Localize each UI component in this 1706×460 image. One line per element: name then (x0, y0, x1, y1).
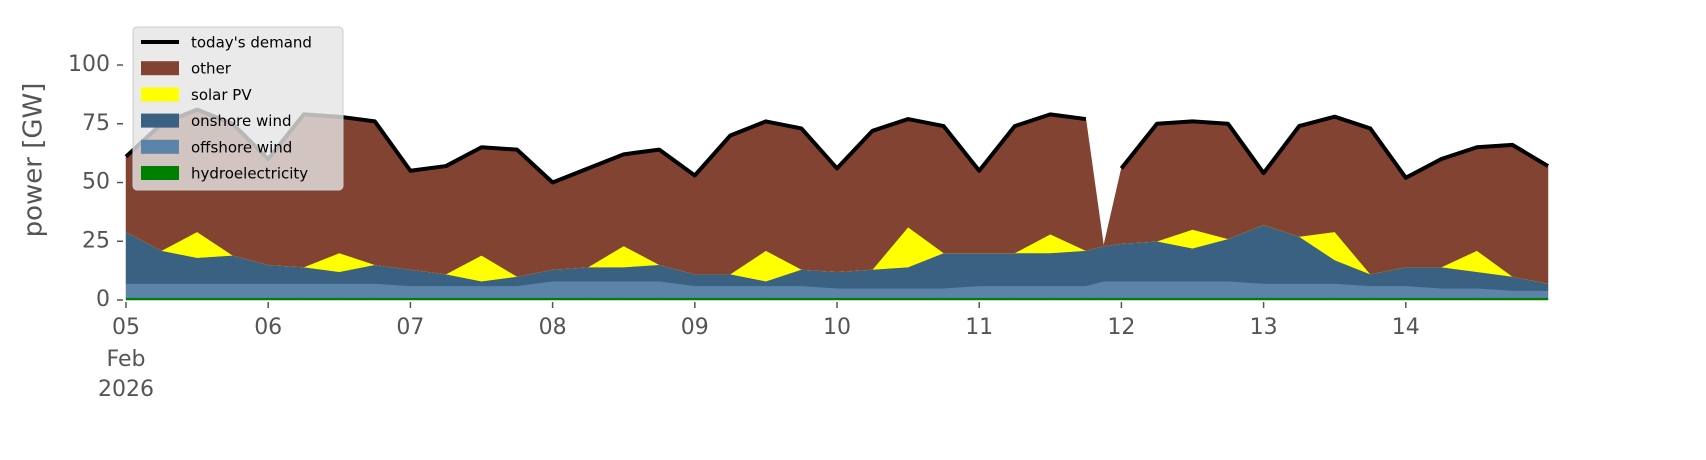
legend-label: today's demand (191, 34, 312, 52)
legend-swatch (141, 61, 179, 76)
x-date-label: 2026 (98, 377, 154, 402)
y-axis-label: power [GW] (19, 83, 49, 238)
legend-label: solar PV (191, 86, 252, 104)
x-date-label: Feb (107, 347, 146, 372)
y-tick-label: 100 (68, 52, 110, 77)
y-tick-label: 50 (82, 170, 110, 195)
legend: today's demand other solar PV onshore wind o… (132, 26, 344, 191)
y-tick-label: 75 (82, 111, 110, 136)
x-tick-label: 07 (396, 315, 424, 340)
legend-swatch (141, 139, 179, 154)
x-tick-label: 06 (254, 315, 282, 340)
x-tick-label: 09 (681, 315, 709, 340)
y-tick-label: 25 (82, 228, 110, 253)
legend-box (132, 26, 344, 191)
x-tick-label: 12 (1107, 315, 1135, 340)
x-tick-label: 10 (823, 315, 851, 340)
x-tick-label: 05 (112, 315, 140, 340)
legend-label: other (191, 60, 232, 78)
x-tick-label: 14 (1392, 315, 1420, 340)
legend-label: onshore wind (191, 112, 291, 130)
x-tick-label: 13 (1250, 315, 1278, 340)
legend-label: hydroelectricity (191, 165, 308, 183)
legend-swatch (141, 166, 179, 180)
legend-label: offshore wind (191, 138, 292, 156)
x-tick-label: 08 (539, 315, 567, 340)
legend-swatch (141, 113, 179, 128)
area (125, 297, 1549, 301)
legend-swatch (141, 87, 179, 102)
x-tick-label: 11 (965, 315, 993, 340)
y-tick-label: 0 (96, 287, 110, 312)
